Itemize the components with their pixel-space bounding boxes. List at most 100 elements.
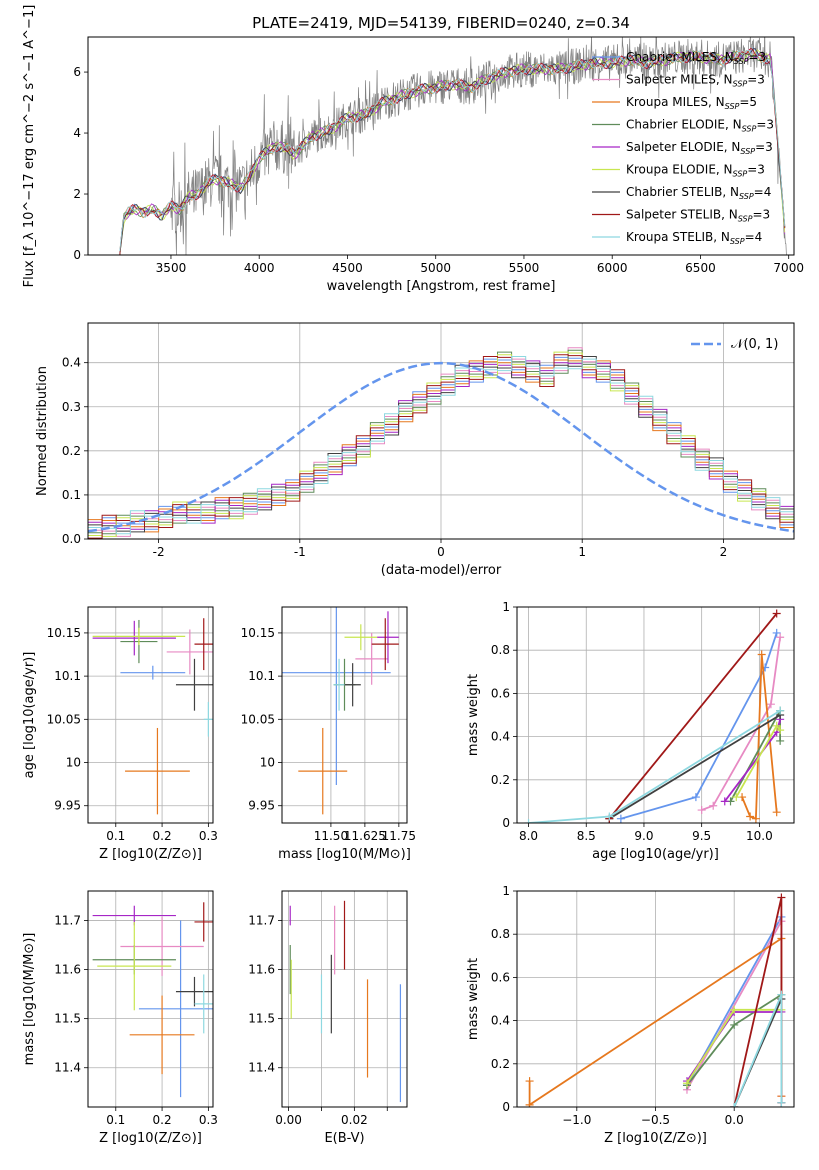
y-tick-label: 0.6 — [491, 686, 510, 700]
y-tick-label: 0.0 — [62, 532, 81, 546]
y-axis-label: mass weight — [466, 674, 481, 756]
weight-marker — [605, 812, 614, 821]
y-tick-label: 1 — [502, 884, 510, 898]
weight-marker — [777, 893, 786, 902]
y-tick-label: 11.7 — [248, 913, 275, 927]
panel-spectrum: 3500 4000 4500 5000 5500 6000 6500 7000 0 2 4 6 wave… — [22, 5, 804, 294]
weight-marker — [776, 726, 785, 735]
axes-frame — [87, 36, 795, 256]
x-tick-label: 6500 — [685, 261, 716, 275]
weight-marker — [776, 736, 785, 745]
weight-marker — [616, 814, 625, 823]
y-axis-label: Flux [f_λ 10^−17 erg cm^−2 s^−1 A^−1] — [22, 5, 37, 288]
y-tick-label: 11.6 — [54, 963, 81, 977]
y-tick-label: 4 — [73, 126, 81, 140]
x-tick-label: 4500 — [332, 261, 363, 275]
x-tick-label: 11.50 — [314, 829, 348, 843]
legend-label: Kroupa ELODIE, NSSP=3 — [626, 163, 765, 179]
y-tick-label: 11.4 — [248, 1061, 275, 1075]
x-tick-label: 0.1 — [106, 829, 125, 843]
histogram-step — [88, 354, 794, 539]
legend-label: Kroupa STELIB, NSSP=4 — [626, 230, 762, 246]
x-tick-label: 5500 — [509, 261, 540, 275]
y-tick-label: 0 — [73, 248, 81, 262]
x-tick-label: 1 — [578, 545, 586, 559]
weight-marker — [777, 990, 786, 999]
weight-marker — [772, 721, 781, 730]
y-tick-label: 10.1 — [54, 669, 81, 683]
x-tick-label: 0.2 — [153, 1113, 172, 1127]
x-axis-label: age [log10(age/yr)] — [592, 847, 719, 862]
y-tick-label: 0.6 — [491, 970, 510, 984]
y-tick-label: 0.4 — [491, 1014, 510, 1028]
weight-marker — [757, 650, 766, 659]
plot-area — [282, 607, 399, 815]
x-tick-label: 9.0 — [634, 829, 653, 843]
weight-marker — [746, 812, 755, 821]
weight-marker — [682, 1079, 691, 1088]
axes-frame — [87, 606, 214, 824]
panel-mass_vs_ebv: 0.00 0.02 11.4 11.5 11.6 11.7 E(B-V) — [248, 890, 408, 1146]
histogram-step — [88, 356, 794, 535]
x-tick-label: 0.0 — [725, 1113, 744, 1127]
y-tick-label: 10.05 — [47, 712, 81, 726]
y-tick-label: 11.6 — [248, 963, 275, 977]
x-tick-label: -1 — [294, 545, 306, 559]
y-tick-label: 0.8 — [491, 927, 510, 941]
weight-marker — [697, 806, 706, 815]
plot-area — [88, 347, 794, 539]
y-axis-label: Normed distribution — [35, 366, 50, 496]
x-tick-label: -2 — [153, 545, 165, 559]
weight-marker — [525, 1100, 534, 1107]
x-axis-label: E(B-V) — [324, 1131, 364, 1146]
y-axis-label: mass [log10(M/M⊙)] — [22, 933, 37, 1066]
x-tick-label: 11.625 — [344, 829, 386, 843]
plot-area — [524, 609, 785, 823]
histogram-step — [88, 356, 794, 533]
weight-marker — [709, 801, 718, 810]
x-axis-label: wavelength [Angstrom, rest frame] — [327, 279, 556, 294]
legend-label: Chabrier STELIB, NSSP=4 — [626, 185, 771, 201]
weight-marker — [691, 793, 700, 802]
y-tick-label: 6 — [73, 65, 81, 79]
y-tick-label: 0.3 — [62, 400, 81, 414]
weight-marker — [732, 793, 741, 802]
panel-mass_weight_vs_Z: −1.0 −0.5 0.0 0 0.2 0.4 0.6 0.8 1 Z [log10(Z/Z⊙)]… — [466, 884, 795, 1146]
y-tick-label: 11.5 — [54, 1012, 81, 1026]
y-tick-label: 11.4 — [54, 1061, 81, 1075]
y-tick-label: 10 — [260, 756, 275, 770]
weight-marker — [777, 1098, 786, 1107]
weight-line — [729, 710, 781, 802]
y-tick-label: 0 — [502, 1100, 510, 1114]
panel-age_vs_Z: 0.1 0.2 0.3 9.95 10 10.05 10.1 10.15 Z [log10(Z/… — [22, 606, 218, 862]
x-tick-label: 10.0 — [746, 829, 773, 843]
y-tick-label: 2 — [73, 187, 81, 201]
y-axis-label: age [log10(age/yr)] — [22, 652, 37, 779]
y-tick-label: 0 — [502, 816, 510, 830]
axes-frame — [516, 606, 795, 824]
y-tick-label: 10.1 — [248, 669, 275, 683]
legend-label: Salpeter ELODIE, NSSP=3 — [626, 140, 773, 156]
panel-mass_vs_Z: 0.1 0.2 0.3 11.4 11.5 11.6 11.7 Z [log10(Z/Z⊙)]… — [22, 890, 218, 1146]
x-tick-label: 0.3 — [199, 1113, 218, 1127]
panel-mass_weight_vs_age: 8.0 8.5 9.0 9.5 10.0 0 0.2 0.4 0.6 0.8 1 age [log10… — [466, 600, 795, 862]
y-tick-label: 10.15 — [241, 626, 275, 640]
y-tick-label: 11.5 — [248, 1012, 275, 1026]
axes-frame — [281, 890, 408, 1108]
x-axis-label: (data-model)/error — [381, 563, 502, 578]
x-tick-label: 0.02 — [341, 1113, 368, 1127]
x-tick-label: 11.75 — [382, 829, 416, 843]
observed-spectrum — [119, 37, 787, 255]
x-tick-label: 4000 — [244, 261, 275, 275]
x-tick-label: 0 — [437, 545, 445, 559]
histogram-step — [88, 351, 794, 537]
x-tick-label: 0.00 — [275, 1113, 302, 1127]
weight-line — [733, 897, 783, 1107]
y-tick-label: 10.15 — [47, 626, 81, 640]
y-tick-label: 0.4 — [62, 356, 81, 370]
legend-label: 𝒩(0, 1) — [731, 337, 778, 352]
x-axis-label: Z [log10(Z/Z⊙)] — [604, 1131, 707, 1146]
y-tick-label: 11.7 — [54, 913, 81, 927]
